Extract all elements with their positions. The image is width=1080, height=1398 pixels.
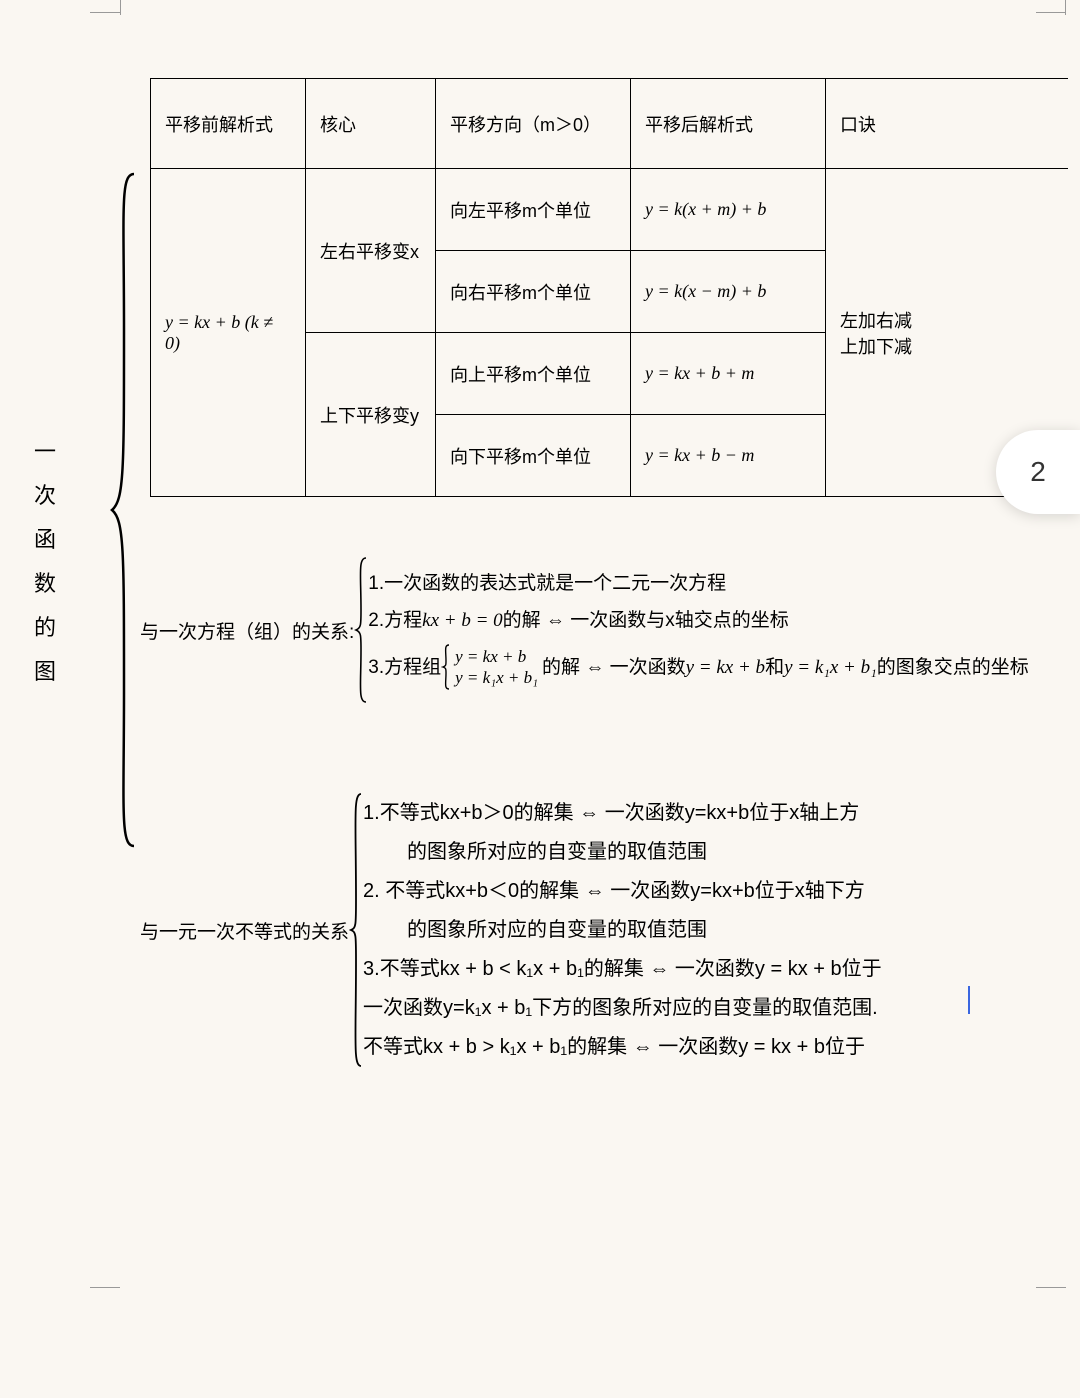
table-header: 平移方向（m＞0） — [436, 79, 631, 169]
section-brace-icon — [110, 170, 140, 850]
page-number: 2 — [1030, 456, 1046, 488]
text: 3.方程组 — [368, 653, 441, 682]
title-char: 函 — [30, 518, 60, 562]
relation-line: 不等式kx + b > k₁x + b₁的解集 ⇔ 一次函数y = kx + b… — [363, 1032, 882, 1063]
title-char: 图 — [30, 650, 60, 694]
formula-text: y = k₁x + b₁ — [784, 653, 877, 682]
relation-line: 2.方程kx + b = 0的解 ⇔ 一次函数与x轴交点的坐标 — [368, 606, 1028, 635]
text: 和 — [765, 653, 784, 682]
formula-text: y = kx + b — [455, 646, 538, 667]
table-header: 平移后解析式 — [631, 79, 826, 169]
formula-text: kx + b = 0 — [422, 610, 503, 631]
translation-table: 平移前解析式 核心 平移方向（m＞0） 平移后解析式 口诀 y = kx + b… — [150, 78, 1068, 497]
relation-line: 一次函数y=k₁x + b₁下方的图象所对应的自变量的取值范围. — [363, 993, 882, 1024]
formula-text: y = kx + b (k ≠ 0) — [165, 312, 273, 353]
brace-icon — [441, 643, 451, 691]
crop-mark — [90, 12, 120, 13]
crop-mark — [1036, 1287, 1066, 1288]
table-header: 核心 — [306, 79, 436, 169]
formula-text: y = k(x − m) + b — [645, 281, 766, 301]
text: 的图象交点的坐标 — [877, 653, 1029, 682]
table-cell-dir: 向左平移m个单位 — [436, 169, 631, 251]
table-cell-core: 左右平移变x — [306, 169, 436, 333]
relation-line: 3.不等式kx + b < k₁x + b₁的解集 ⇔ 一次函数y = kx +… — [363, 954, 882, 985]
relation-line: 3.方程组 y = kx + b y = k₁x + b₁ 的解 ⇔ 一次函数 … — [368, 643, 1028, 691]
table-cell-dir: 向右平移m个单位 — [436, 251, 631, 333]
table-header: 口诀 — [826, 79, 1069, 169]
relation-line: 2. 不等式kx+b＜0的解集 ⇔ 一次函数y=kx+b位于x轴下方 — [363, 876, 882, 907]
crop-mark — [1036, 12, 1066, 13]
text-cursor-icon — [968, 986, 970, 1014]
relation-line: 1.一次函数的表达式就是一个二元一次方程 — [368, 569, 1028, 598]
relation-line: 1.不等式kx+b＞0的解集 ⇔ 一次函数y=kx+b位于x轴上方 — [363, 798, 882, 829]
formula-text: y = k(x + m) + b — [645, 199, 766, 219]
table-cell-after: y = kx + b + m — [631, 333, 826, 415]
table-cell-before: y = kx + b (k ≠ 0) — [151, 169, 306, 497]
equation-system: y = kx + b y = k₁x + b₁ — [455, 646, 538, 689]
table-cell-after: y = k(x − m) + b — [631, 251, 826, 333]
crop-mark — [1065, 0, 1066, 15]
brace-icon — [349, 790, 363, 1070]
formula-text: y = kx + b + m — [645, 363, 754, 383]
table-cell-after: y = kx + b − m — [631, 415, 826, 497]
title-char: 的 — [30, 606, 60, 650]
text: 2.方程 — [368, 610, 422, 631]
table-cell-dir: 向上平移m个单位 — [436, 333, 631, 415]
page-number-badge[interactable]: 2 — [996, 430, 1080, 514]
text: 的解 ⇔ 一次函数与x轴交点的坐标 — [503, 610, 789, 631]
formula-text: y = k₁x + b₁ — [455, 667, 538, 688]
table-header: 平移前解析式 — [151, 79, 306, 169]
brace-icon — [354, 555, 368, 705]
title-char: 数 — [30, 562, 60, 606]
title-char: 一 — [30, 430, 60, 474]
crop-mark — [120, 0, 121, 15]
relation-label: 与一元一次不等式的关系 — [140, 917, 349, 944]
vertical-section-title: 一 次 函 数 的 图 — [30, 430, 60, 694]
crop-mark — [90, 1287, 120, 1288]
table-cell-dir: 向下平移m个单位 — [436, 415, 631, 497]
formula-text: y = kx + b — [686, 653, 765, 682]
relation-line: 的图象所对应的自变量的取值范围 — [363, 915, 882, 946]
relation-label: 与一次方程（组）的关系: — [140, 617, 354, 644]
relation-inequalities-block: 与一元一次不等式的关系 1.不等式kx+b＞0的解集 ⇔ 一次函数y=kx+b位… — [140, 790, 1070, 1070]
formula-text: y = kx + b − m — [645, 445, 754, 465]
relation-line: 的图象所对应的自变量的取值范围 — [363, 837, 882, 868]
text: 的解 ⇔ 一次函数 — [542, 653, 686, 682]
relation-equations-block: 与一次方程（组）的关系: 1.一次函数的表达式就是一个二元一次方程 2.方程kx… — [140, 555, 1070, 705]
table-cell-after: y = k(x + m) + b — [631, 169, 826, 251]
table-cell-core: 上下平移变y — [306, 333, 436, 497]
title-char: 次 — [30, 474, 60, 518]
